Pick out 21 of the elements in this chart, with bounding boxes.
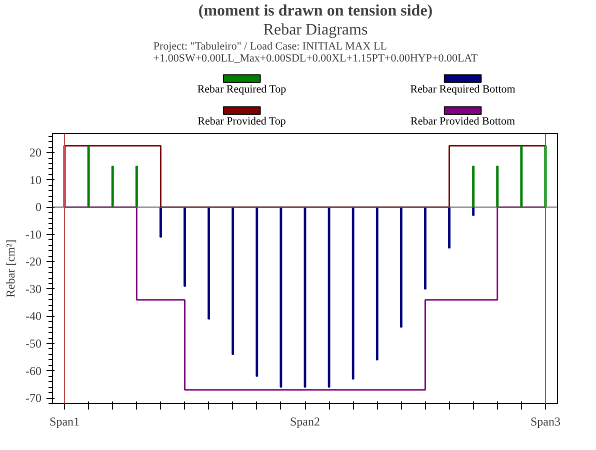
- legend-label: Rebar Provided Top: [198, 116, 286, 128]
- y-axis-title: Rebar [cm²]: [4, 240, 18, 298]
- legend-label: Rebar Required Top: [197, 84, 287, 96]
- y-tick-label: -30: [26, 282, 42, 296]
- x-tick-label: Span1: [50, 414, 80, 428]
- y-tick-label: -60: [26, 364, 42, 378]
- y-tick-label: -50: [26, 336, 42, 350]
- chart-subtitle: Project: "Tabuleiro" / Load Case: INITIAL MAX LL +1.00SW+0.00LL_Max+0.00SDL+0.00XL+1.15PT+0.00HYP+0.00LAT: [153, 40, 478, 64]
- x-tick-label: Span2: [290, 414, 320, 428]
- chart-title: Rebar Diagrams: [263, 22, 368, 38]
- text: (moment is drawn on tension side): [198, 2, 433, 20]
- x-tick-label: Span3: [530, 414, 560, 428]
- y-tick-label: 0: [36, 200, 42, 214]
- y-tick-label: -20: [26, 254, 42, 269]
- y-tick-label: 10: [30, 172, 42, 187]
- y-tick-label: 20: [30, 146, 42, 160]
- y-tick-label: -40: [26, 309, 42, 324]
- y-tick-label: -70: [26, 391, 42, 406]
- legend-label: Rebar Provided Bottom: [410, 116, 516, 128]
- legend-label: Rebar Required Bottom: [410, 84, 516, 96]
- y-tick-label: -10: [26, 227, 42, 242]
